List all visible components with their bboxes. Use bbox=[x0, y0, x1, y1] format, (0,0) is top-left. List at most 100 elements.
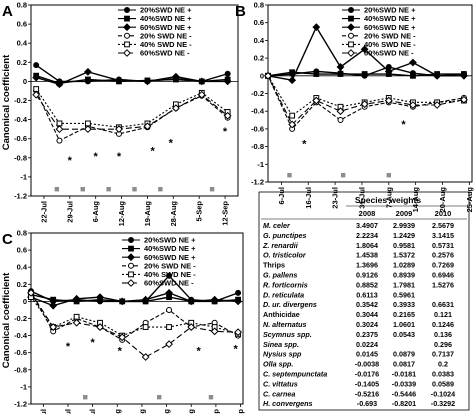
data-point bbox=[223, 111, 232, 120]
species-weight: 1.0601 bbox=[393, 320, 415, 329]
x-tick-label: 12-Aug bbox=[117, 201, 126, 227]
x-tick-label: 28-Jul bbox=[88, 409, 97, 414]
legend-marker bbox=[347, 49, 355, 57]
significance-star: * bbox=[233, 344, 238, 356]
species-weight: 2.5679 bbox=[432, 221, 454, 230]
data-point bbox=[234, 297, 242, 306]
legend-label: 40%SWD NE + bbox=[144, 244, 196, 253]
y-tick-label: -0.8 bbox=[251, 142, 264, 151]
species-name: R. forticornis bbox=[263, 280, 308, 289]
table-row: G. pallens 0.9126 0.8939 0.6946 bbox=[263, 271, 454, 280]
table-row: C. vittatus -0.1405 -0.0339 0.0589 bbox=[263, 379, 454, 388]
species-weight: -0.5216 bbox=[355, 389, 379, 398]
data-point bbox=[337, 71, 344, 77]
legend-label: 40%SWD NE + bbox=[140, 14, 192, 23]
legend-marker bbox=[128, 237, 134, 243]
significance-star: * bbox=[196, 345, 201, 357]
species-weight: 0.0383 bbox=[432, 370, 454, 379]
table-row: G. punctipes 2.2234 1.2429 3.1415 bbox=[263, 231, 454, 240]
legend-marker bbox=[128, 271, 134, 278]
significance-marker bbox=[83, 395, 88, 400]
significance-marker bbox=[386, 173, 391, 178]
significance-marker bbox=[287, 173, 292, 178]
species-weight: 1.7981 bbox=[393, 280, 415, 289]
legend-label: 60%SWD NE + bbox=[364, 23, 416, 32]
species-weight: 1.5372 bbox=[393, 251, 415, 260]
species-weight: 1.2429 bbox=[393, 231, 415, 240]
panel-b: -1.2 -1 -0.8 -0.6 -0.4 -0.2 0 0.2 0.4 0.6 0.8 6-Jul… bbox=[235, 1, 474, 213]
data-point bbox=[313, 71, 320, 77]
series-line bbox=[30, 293, 239, 303]
legend-label: 20%SWD NE + bbox=[140, 6, 192, 15]
y-tick-label: 0.4 bbox=[17, 39, 28, 48]
y-tick-label: -0.6 bbox=[14, 348, 27, 357]
x-tick-label: 19-Aug bbox=[162, 409, 171, 414]
table-row: Z. renardii 1.8064 0.9581 0.5731 bbox=[262, 241, 454, 250]
series-filled-square bbox=[28, 291, 241, 305]
legend-label: 20%SWD NE + bbox=[364, 6, 416, 15]
table-row: O. tristicolor 1.4538 1.5372 0.2576 bbox=[263, 251, 454, 260]
data-point bbox=[55, 80, 64, 89]
species-weight: 0.8939 bbox=[393, 271, 415, 280]
series-open-diamond bbox=[264, 71, 468, 129]
data-point bbox=[73, 313, 80, 320]
legend-label: 40% SWD NE - bbox=[144, 270, 196, 279]
y-tick-label: 0.8 bbox=[254, 1, 264, 10]
species-weight: 3.1415 bbox=[432, 231, 454, 240]
table-row: Nysius spp 0.0145 0.0879 0.7137 bbox=[263, 350, 454, 359]
legend-label: 20% SWD NE - bbox=[144, 261, 196, 270]
legend-label: 60%SWD NE - bbox=[364, 49, 414, 58]
species-name: C. septempunctata bbox=[263, 370, 327, 379]
legend-marker bbox=[123, 49, 131, 57]
species-weight: 0.9126 bbox=[356, 271, 378, 280]
species-weight: 0.0543 bbox=[393, 330, 415, 339]
significance-marker bbox=[156, 395, 162, 400]
data-point bbox=[166, 306, 173, 313]
x-tick-label: 5-Sep bbox=[195, 201, 204, 222]
data-point bbox=[289, 112, 296, 119]
species-name: C. vittatus bbox=[263, 379, 298, 388]
data-point bbox=[115, 125, 123, 134]
significance-star: * bbox=[223, 126, 228, 138]
y-tick-label: 0 bbox=[23, 297, 27, 306]
data-point bbox=[360, 45, 369, 54]
legend-label: 60%SWD NE - bbox=[144, 279, 194, 288]
significance-star: * bbox=[401, 119, 406, 131]
data-point bbox=[56, 120, 63, 127]
y-tick-label: 0 bbox=[260, 71, 264, 80]
y-tick-label: -1.2 bbox=[14, 192, 27, 201]
table-column-header: 2008 bbox=[359, 209, 376, 218]
significance-star: * bbox=[118, 345, 123, 357]
y-tick-label: -0.8 bbox=[14, 153, 27, 162]
data-point bbox=[210, 295, 219, 304]
species-weight: 0.0589 bbox=[432, 379, 454, 388]
y-tick-label: -1 bbox=[20, 382, 27, 391]
series-line bbox=[30, 292, 239, 358]
y-axis-label: Canonical coefficient bbox=[1, 54, 12, 150]
species-name: C. carnea bbox=[263, 389, 295, 398]
data-point bbox=[361, 71, 368, 77]
y-tick-label: 0.6 bbox=[17, 20, 27, 29]
data-point bbox=[336, 107, 345, 116]
species-weight: 0.2165 bbox=[393, 310, 415, 319]
species-weight: -0.0181 bbox=[392, 370, 416, 379]
significance-star: * bbox=[90, 337, 95, 349]
data-point bbox=[171, 72, 180, 81]
table-row: Anthicidae 0.3044 0.2165 0.121 bbox=[263, 310, 452, 319]
panel-letter: A bbox=[2, 3, 13, 20]
legend-marker bbox=[124, 32, 130, 39]
significance-marker bbox=[340, 173, 346, 178]
legend-marker bbox=[128, 245, 134, 252]
x-tick-label: 7-Aug bbox=[384, 187, 393, 209]
data-point bbox=[85, 120, 91, 127]
table-row: D. reticulata 0.6113 0.5961 bbox=[263, 290, 415, 299]
table-row: C. septempunctata -0.0176 -0.0181 0.0383 bbox=[263, 370, 454, 379]
y-tick-label: 0.2 bbox=[254, 54, 264, 63]
species-weight: -0.1024 bbox=[431, 389, 455, 398]
data-point bbox=[50, 296, 57, 303]
species-weight: 0.9581 bbox=[393, 241, 415, 250]
table-row: Thrips 1.3696 1.0289 0.7269 bbox=[263, 261, 454, 270]
legend-label: 40%SWD NE + bbox=[364, 14, 416, 23]
series-line bbox=[35, 90, 229, 142]
data-point bbox=[460, 71, 468, 80]
